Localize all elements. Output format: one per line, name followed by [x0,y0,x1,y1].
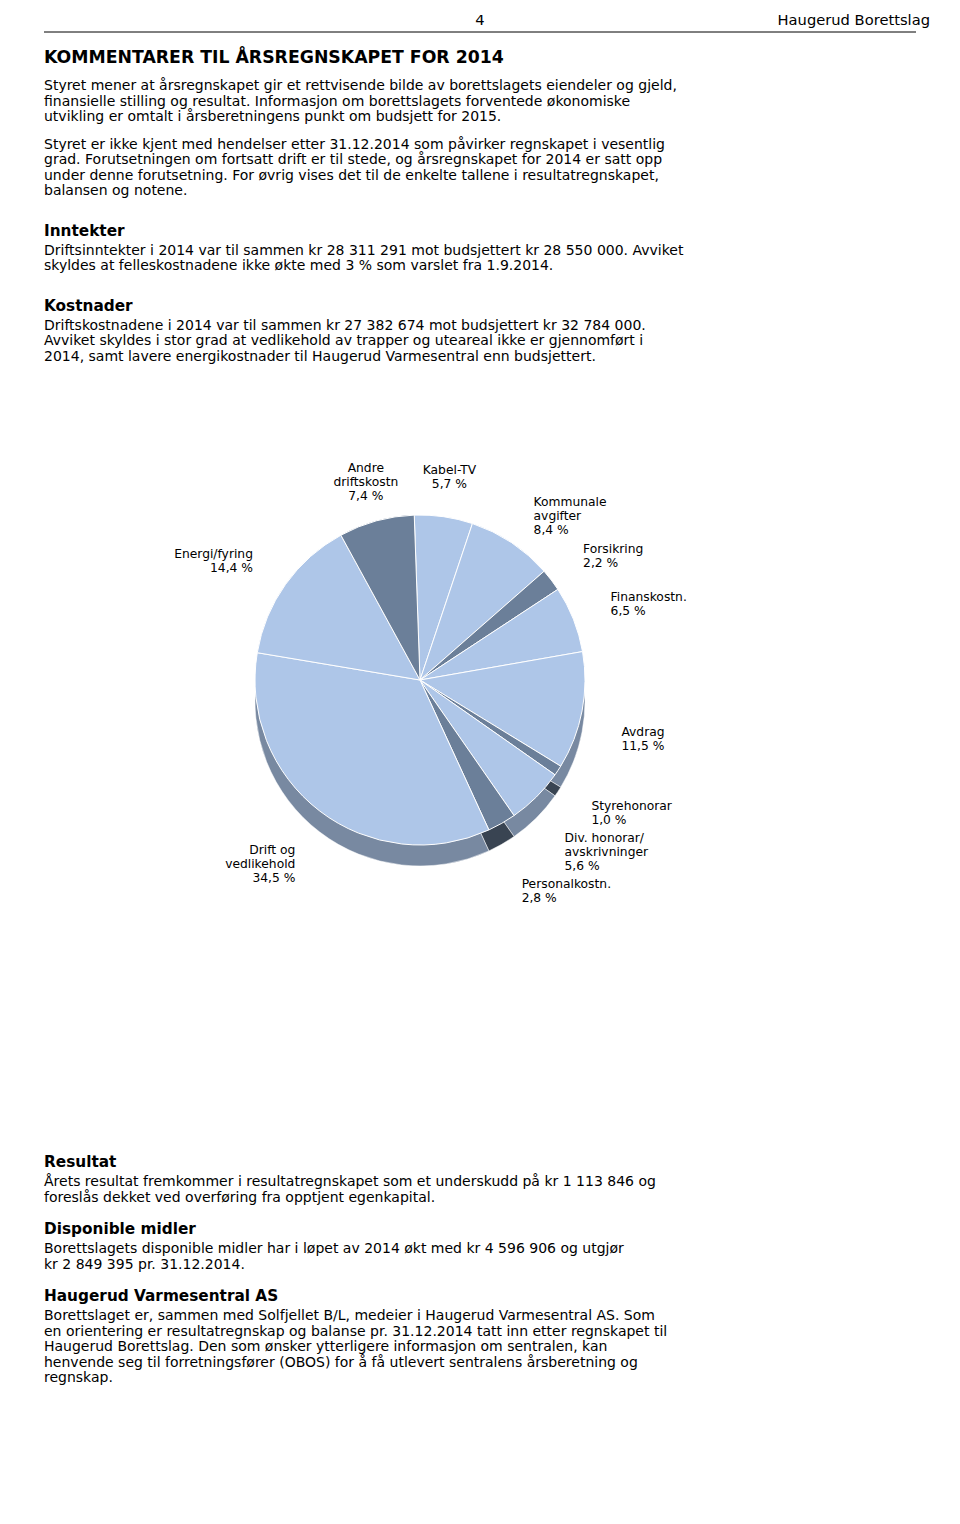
slice-label-line: Andre [348,461,384,475]
slice-label-line: 34,5 % [252,871,295,885]
company-name: Haugerud Borettslag [778,11,930,28]
slice-label-line: 14,4 % [210,561,253,575]
slice-label-line: 11,5 % [621,739,664,753]
slice-label: Forsikring2,2 % [583,542,643,570]
slice-label-line: 5,6 % [565,859,600,873]
body-line: Borettslagets disponible midler har i lø… [44,1240,624,1256]
page-title: KOMMENTARER TIL ÅRSREGNSKAPET FOR 2014 [44,45,504,67]
body-line: 2014, samt lavere energikostnader til Ha… [44,348,596,364]
slice-label-line: 1,0 % [591,813,626,827]
body-line: Avviket skyldes i stor grad at vedlikeho… [44,332,643,348]
slice-label-line: Kommunale [534,495,607,509]
slice-label-line: 6,5 % [611,604,646,618]
slice-label: Finanskostn.6,5 % [611,590,687,618]
pie-labels: Kabel-TV5,7 % Kommunaleavgifter8,4 % Forsi… [174,461,687,905]
body-line: Styret mener at årsregnskapet gir et ret… [44,77,677,93]
body-line: henvende seg til forretningsfører (OBOS)… [44,1354,638,1370]
header-rule [44,32,916,33]
slice-label-line: Avdrag [621,725,664,739]
slice-label-line: vedlikehold [225,857,295,871]
slice-label-line: Div. honorar/ [565,831,645,845]
pie-top [255,515,585,845]
body-line: Årets resultat fremkommer i resultatregn… [44,1173,656,1189]
slice-label-line: Finanskostn. [611,590,687,604]
page: 4 Haugerud Borettslag KOMMENTARER TIL ÅRSR… [0,0,960,1524]
slice-label-line: driftskostn [333,475,398,489]
slice-label-line: Kabel-TV [423,463,477,477]
body-line: Driftsinntekter i 2014 var til sammen kr… [44,242,684,258]
slice-label-line: Personalkostn. [522,877,611,891]
slice-label-line: 8,4 % [534,523,569,537]
body-line: utvikling er omtalt i årsberetningens pu… [44,108,501,124]
slice-label: Energi/fyring14,4 % [174,547,253,575]
body-line: finansielle stilling og resultat. Inform… [44,93,630,109]
slice-label-line: 5,7 % [432,477,467,491]
pie-slice [255,653,489,845]
body-line: Borettslaget er, sammen med Solfjellet B… [44,1307,655,1323]
body-line: grad. Forutsetningen om fortsatt drift e… [44,151,662,167]
section-heading: Kostnader [44,297,133,315]
section-heading: Inntekter [44,222,125,240]
slice-label-line: Drift og [249,843,295,857]
body-line: foreslås dekket ved overføring fra opptj… [44,1189,435,1205]
slice-label: Div. honorar/avskrivninger5,6 % [565,831,649,873]
body-line: Driftskostnadene i 2014 var til sammen k… [44,317,646,333]
slice-label-line: 7,4 % [348,489,383,503]
slice-label: Andredriftskostn7,4 % [333,461,398,503]
body-line: Haugerud Borettslag. Den som ønsker ytte… [44,1338,607,1354]
section-heading: Disponible midler [44,1220,196,1238]
slice-label-line: avgifter [534,509,583,523]
body-line: Styret er ikke kjent med hendelser etter… [44,136,665,152]
slice-label: Kommunaleavgifter8,4 % [534,495,607,537]
slice-label-line: Forsikring [583,542,643,556]
page-number: 4 [475,11,484,28]
body-line: skyldes at felleskostnadene ikke økte me… [44,257,553,273]
slice-label: Avdrag11,5 % [621,725,664,753]
section-heading: Haugerud Varmesentral AS [44,1287,278,1305]
body-line: under denne forutsetning. For øvrig vise… [44,167,659,183]
slice-label-line: 2,2 % [583,556,618,570]
slice-label: Styrehonorar1,0 % [591,799,672,827]
slice-label: Drift ogvedlikehold34,5 % [225,843,295,885]
pie [255,515,585,866]
pie-slice [341,515,420,680]
body-line: en orientering er resultatregnskap og ba… [44,1323,667,1339]
body-line: balansen og notene. [44,182,187,198]
body-line: regnskap. [44,1369,113,1385]
section-heading: Resultat [44,1153,116,1171]
slice-label-line: Styrehonorar [591,799,672,813]
slice-label: Personalkostn.2,8 % [522,877,611,905]
body-line: kr 2 849 395 pr. 31.12.2014. [44,1256,245,1272]
slice-label-line: 2,8 % [522,891,557,905]
slice-label-line: avskrivninger [565,845,649,859]
slice-label-line: Energi/fyring [174,547,253,561]
slice-label: Kabel-TV5,7 % [423,463,477,491]
